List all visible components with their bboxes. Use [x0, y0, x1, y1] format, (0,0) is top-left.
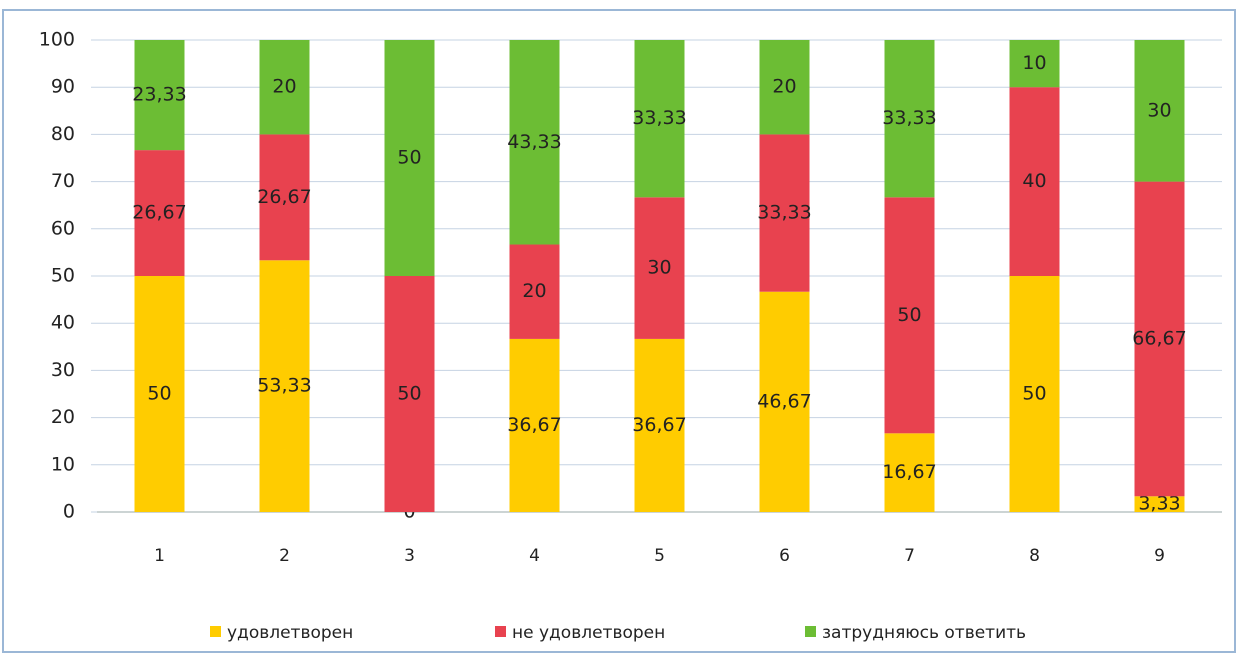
y-tick-label: 60 — [51, 217, 75, 239]
bar-segment — [634, 197, 685, 339]
value-label: 50 — [1022, 383, 1046, 405]
value-label: 46,67 — [757, 390, 811, 412]
bar-segment — [259, 134, 310, 261]
value-label: 40 — [1022, 170, 1046, 192]
bar-segment — [1134, 40, 1185, 182]
legend-swatch — [805, 626, 816, 637]
value-label: 53,33 — [257, 375, 311, 397]
value-label: 23,33 — [132, 84, 186, 106]
bar-segment — [509, 40, 560, 245]
bar-segment — [509, 244, 560, 339]
y-tick-label: 50 — [51, 265, 75, 287]
legend-swatch — [210, 626, 221, 637]
bar-segment — [1009, 276, 1060, 512]
value-label: 26,67 — [257, 186, 311, 208]
legend-label: не удовлетворен — [512, 623, 665, 643]
bar-segment — [509, 338, 560, 512]
value-label: 20 — [272, 76, 296, 98]
bar-segment — [259, 40, 310, 135]
value-label: 50 — [897, 304, 921, 326]
value-label: 50 — [397, 147, 421, 169]
bar-segment — [884, 433, 935, 512]
value-label: 36,67 — [632, 414, 686, 436]
bar-segment — [384, 40, 435, 276]
y-tick-label: 70 — [51, 170, 75, 192]
value-label: 20 — [772, 76, 796, 98]
value-label: 66,67 — [1132, 327, 1186, 349]
bar-segment — [634, 40, 685, 198]
x-tick-label: 5 — [654, 546, 665, 566]
value-label: 16,67 — [882, 461, 936, 483]
x-tick-label: 4 — [529, 546, 540, 566]
value-label: 10 — [1022, 52, 1046, 74]
bar-segment — [759, 134, 810, 292]
value-label: 3,33 — [1138, 493, 1180, 515]
x-tick-label: 9 — [1154, 546, 1165, 566]
bar-segment — [259, 260, 310, 512]
value-label: 30 — [1147, 99, 1171, 121]
legend-label: удовлетворен — [227, 623, 353, 643]
bar-segment — [634, 338, 685, 512]
value-label: 50 — [397, 383, 421, 405]
x-tick-label: 3 — [404, 546, 415, 566]
bar-segment — [1134, 496, 1185, 512]
y-tick-label: 20 — [51, 406, 75, 428]
y-tick-label: 40 — [51, 312, 75, 334]
legend-label: затрудняюсь ответить — [822, 623, 1026, 643]
value-label: 33,33 — [757, 202, 811, 224]
x-tick-label: 8 — [1029, 546, 1040, 566]
y-tick-label: 80 — [51, 123, 75, 145]
value-label: 33,33 — [882, 107, 936, 129]
y-tick-label: 90 — [51, 76, 75, 98]
bar-segment — [1009, 87, 1060, 276]
bar-segment — [759, 291, 810, 512]
bar-segment — [134, 276, 185, 512]
value-label: 26,67 — [132, 202, 186, 224]
bar-segment — [1009, 40, 1060, 88]
value-label: 43,33 — [507, 131, 561, 153]
bar-segment — [884, 197, 935, 434]
bar-segment — [134, 40, 185, 151]
bar-segment — [134, 150, 185, 276]
y-tick-label: 10 — [51, 453, 75, 475]
x-tick-label: 2 — [279, 546, 290, 566]
x-tick-label: 7 — [904, 546, 915, 566]
y-tick-label: 30 — [51, 359, 75, 381]
x-tick-label: 6 — [779, 546, 790, 566]
y-tick-label: 0 — [63, 501, 75, 523]
value-label: 20 — [522, 280, 546, 302]
value-label: 50 — [147, 383, 171, 405]
bar-segment — [759, 40, 810, 135]
value-label: 33,33 — [632, 107, 686, 129]
bar-segment — [1134, 181, 1185, 497]
y-tick-label: 100 — [39, 29, 75, 51]
bar-segment — [384, 276, 435, 512]
value-label: 30 — [647, 257, 671, 279]
bar-segment — [884, 40, 935, 198]
value-label: 36,67 — [507, 414, 561, 436]
legend-swatch — [495, 626, 506, 637]
x-tick-label: 1 — [154, 546, 165, 566]
